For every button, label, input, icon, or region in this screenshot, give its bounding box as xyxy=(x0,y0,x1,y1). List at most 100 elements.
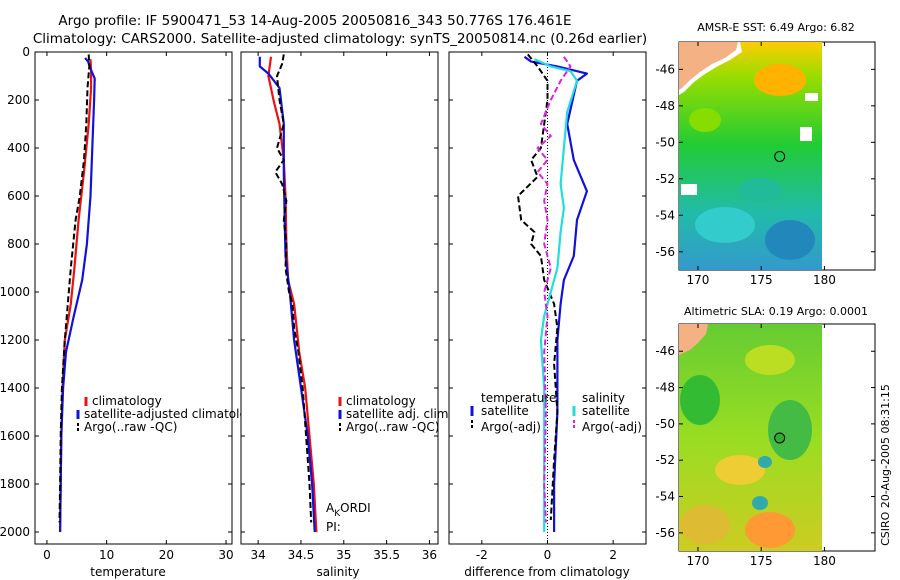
difference-legend: temperature satellite Argo(-adj) salinit… xyxy=(470,391,642,434)
salinity-panel: 34 34.5 35 35.5 36 salinity climatology sate… xyxy=(240,51,452,579)
legend-label-temp-argo: Argo(-adj) xyxy=(481,420,541,434)
legend-label-temp-satellite: satellite xyxy=(481,404,529,418)
sla-low-patch xyxy=(752,496,768,510)
annotation-line-2: PI: xyxy=(326,520,341,534)
sla-low-patch xyxy=(680,375,720,425)
x-tick-label: 34.5 xyxy=(288,548,315,562)
salinity-axes-box xyxy=(240,51,439,545)
y-tick-label: 200 xyxy=(7,93,30,107)
salinity-legend: climatology satellite adj. clim. Argo(..… xyxy=(338,394,452,434)
map-y-tick-label: -48 xyxy=(655,99,675,113)
series-line-salinity-argo-adj- xyxy=(536,56,572,523)
map-x-tick-label: 175 xyxy=(750,273,773,287)
map-x-tick-label: 170 xyxy=(687,273,710,287)
series-line-satellite-adjusted-climatology xyxy=(59,57,96,533)
x-tick-label: 0 xyxy=(43,548,51,562)
header-line-1: Argo profile: IF 5900471_53 14-Aug-2005 … xyxy=(58,13,571,29)
series-line-salinity-satellite xyxy=(533,58,579,532)
map-x-tick-label: 180 xyxy=(813,273,836,287)
map-y-tick-label: -50 xyxy=(655,135,675,149)
sla-high-patch xyxy=(745,512,795,548)
sst-field xyxy=(679,42,822,270)
y-tick-label: 1800 xyxy=(0,477,30,491)
sst-map-title: AMSR-E SST: 6.49 Argo: 6.82 xyxy=(697,21,855,34)
sst-missing-data xyxy=(681,184,697,195)
series-line-temperature-satellite xyxy=(523,55,588,532)
sla-field xyxy=(679,324,822,551)
side-timestamp: CSIRO 20-Aug-2005 08:31:15 xyxy=(879,384,892,546)
sla-map-panel: Altimetric SLA: 0.19 Argo: 0.0001 170 175… xyxy=(655,305,876,568)
legend-label-argo: Argo(..raw -QC) xyxy=(84,420,177,434)
map-x-tick-label: 175 xyxy=(750,554,773,568)
y-tick-label: 1400 xyxy=(0,381,30,395)
x-tick-label: 36 xyxy=(422,548,437,562)
legend-label-climatology: climatology xyxy=(92,394,162,408)
temperature-xlabel: temperature xyxy=(90,565,165,579)
map-y-tick-label: -52 xyxy=(655,172,675,186)
land-new-zealand xyxy=(679,324,708,355)
map-y-tick-label: -46 xyxy=(655,62,675,76)
map-y-tick-label: -52 xyxy=(655,453,675,467)
sst-cool-patch xyxy=(765,220,815,260)
legend-label-sal-argo: Argo(-adj) xyxy=(582,420,642,434)
temperature-axes-box xyxy=(34,51,233,545)
legend-label-sal-satellite: satellite xyxy=(582,404,630,418)
sst-map-panel: AMSR-E SST: 6.49 Argo: 6.82 170 175 180 -46… xyxy=(655,21,876,287)
legend-label-satellite-adjusted: satellite-adjusted climatology xyxy=(84,407,262,421)
map-y-tick-label: -56 xyxy=(655,526,675,540)
map-y-tick-label: -50 xyxy=(655,417,675,431)
x-tick-label: -2 xyxy=(476,548,488,562)
x-tick-label: 34 xyxy=(250,548,265,562)
x-tick-label: 2 xyxy=(609,548,617,562)
sst-cool-patch xyxy=(738,178,782,202)
sla-map-title: Altimetric SLA: 0.19 Argo: 0.0001 xyxy=(684,305,868,318)
y-tick-label: 400 xyxy=(7,141,30,155)
y-tick-label: 2000 xyxy=(0,525,30,539)
legend-label-argo: Argo(..raw -QC) xyxy=(346,420,439,434)
temperature-panel: 0 10 20 30 0 200 400 600 800 1000 1200 1400 1600 1800… xyxy=(0,45,262,579)
y-tick-label: 800 xyxy=(7,237,30,251)
map-x-tick-label: 170 xyxy=(687,554,710,568)
sla-high-patch xyxy=(680,505,730,545)
temperature-legend: climatology satellite-adjusted climatolo… xyxy=(76,394,262,434)
x-tick-label: 30 xyxy=(218,548,233,562)
x-tick-label: 35 xyxy=(336,548,351,562)
series-line-argo-raw-qc- xyxy=(274,54,313,523)
x-tick-label: 35.5 xyxy=(373,548,400,562)
float-position-marker xyxy=(774,150,786,162)
map-y-tick-label: -54 xyxy=(655,490,675,504)
y-tick-label: 1600 xyxy=(0,429,30,443)
header-line-2: Climatology: CARS2000. Satellite-adjuste… xyxy=(33,31,647,47)
y-tick-label: 1000 xyxy=(0,285,30,299)
difference-xlabel: difference from climatology xyxy=(464,565,630,579)
sla-low-patch xyxy=(758,456,772,468)
x-tick-label: 10 xyxy=(99,548,114,562)
sst-missing-data xyxy=(805,93,818,101)
legend-heading-salinity: salinity xyxy=(582,391,625,405)
legend-label-climatology: climatology xyxy=(346,394,416,408)
sst-warm-patch xyxy=(754,64,806,96)
sla-high-patch xyxy=(745,345,795,375)
map-y-tick-label: -46 xyxy=(655,344,675,358)
sst-missing-data xyxy=(800,127,812,141)
series-line-argo-raw-qc- xyxy=(58,54,91,523)
salinity-annotation: AKORDI PI: xyxy=(326,501,371,534)
y-tick-label: 600 xyxy=(7,189,30,203)
legend-label-satellite-adj: satellite adj. clim. xyxy=(346,407,452,421)
series-line-temperature-argo-adj- xyxy=(517,53,559,521)
land-new-zealand xyxy=(679,42,738,90)
y-tick-label: 0 xyxy=(22,45,30,59)
annotation-line-1: AKORDI xyxy=(326,501,371,519)
sst-cool-patch xyxy=(695,207,755,243)
float-position-marker xyxy=(774,432,786,444)
map-y-tick-label: -48 xyxy=(655,381,675,395)
x-tick-label: 0 xyxy=(544,548,552,562)
map-y-tick-label: -56 xyxy=(655,245,675,259)
y-tick-label: 1200 xyxy=(0,333,30,347)
sla-high-patch xyxy=(715,455,765,485)
legend-heading-temperature: temperature xyxy=(481,391,556,405)
x-tick-label: 20 xyxy=(159,548,174,562)
sla-low-patch xyxy=(768,400,812,460)
sst-warm-patch xyxy=(689,108,721,132)
